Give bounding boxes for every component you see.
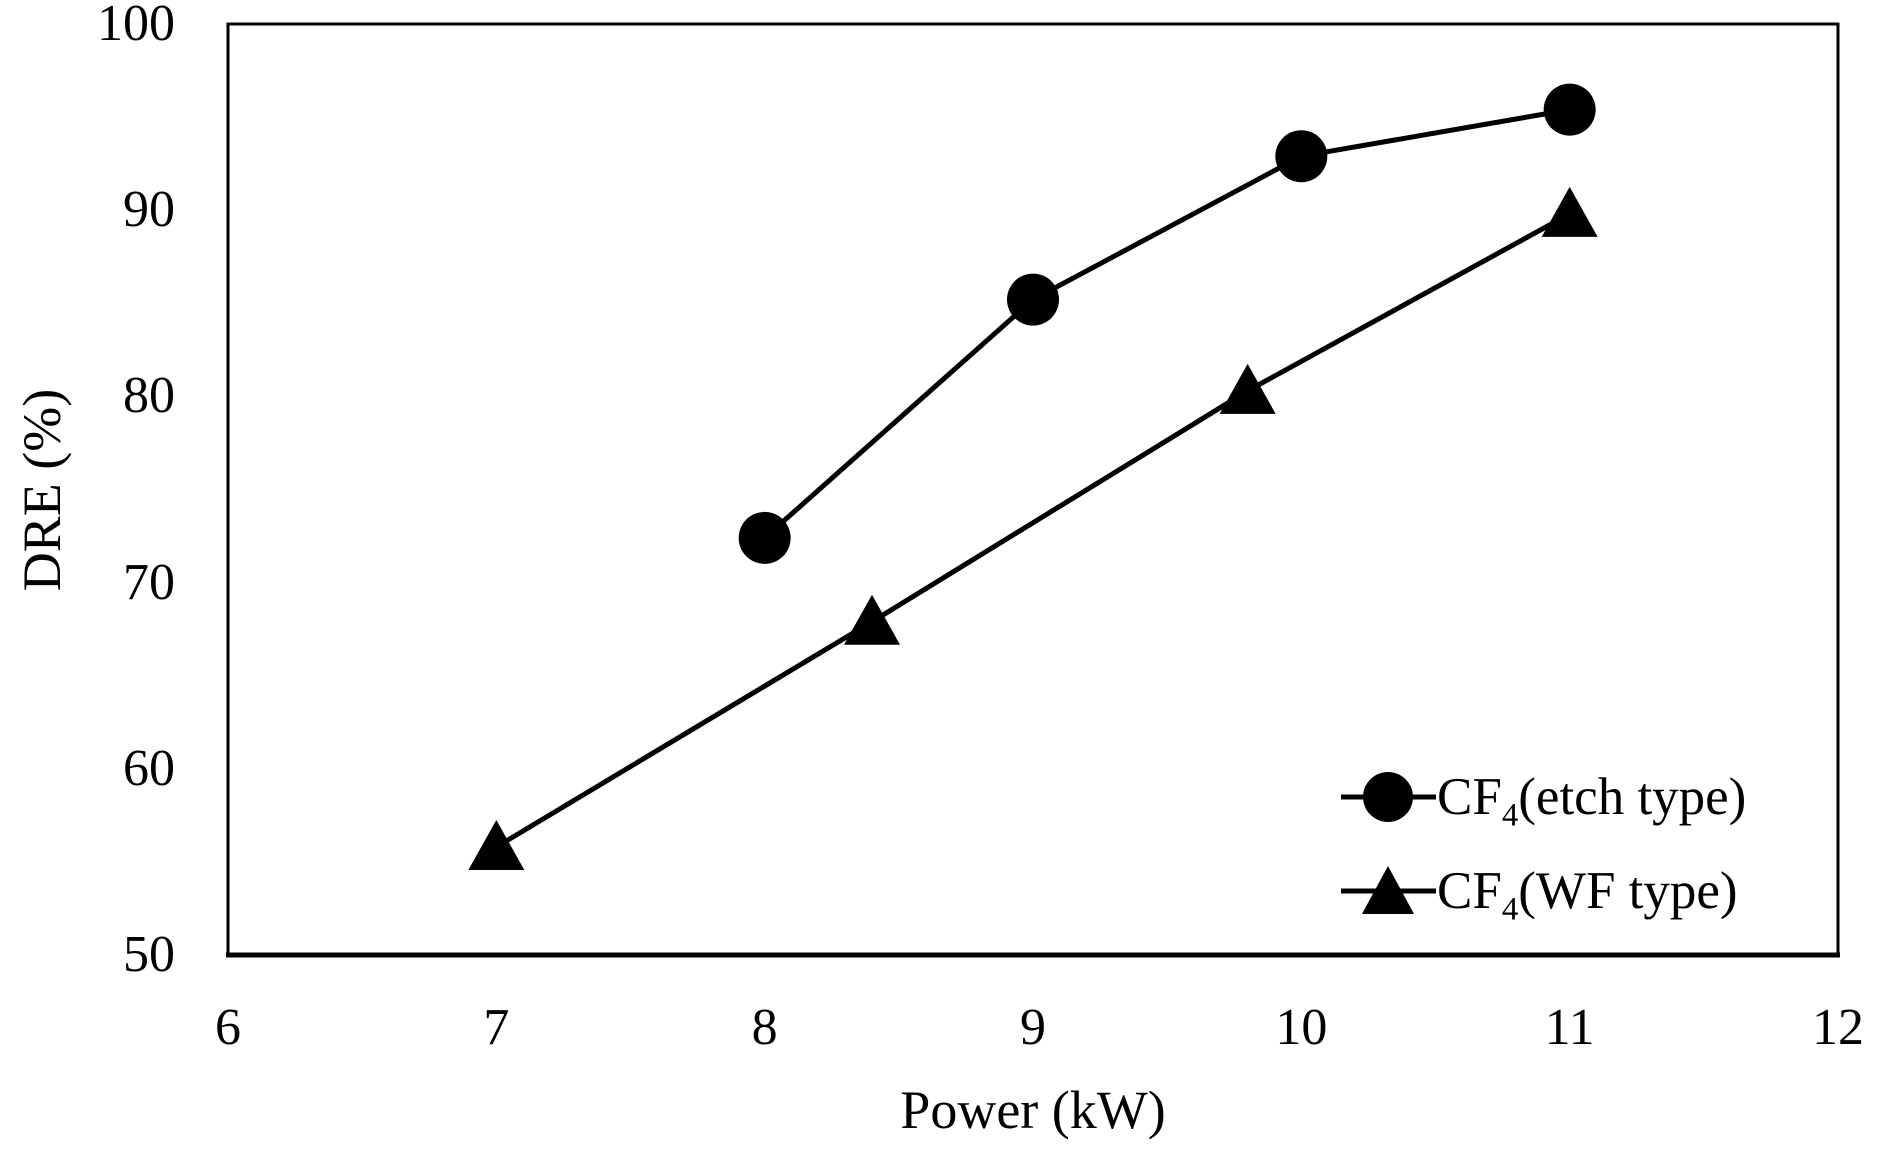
x-tick-label: 8 [751,999,778,1056]
data-point-circle [738,511,791,564]
x-tick-label: 10 [1275,999,1328,1056]
legend-marker-triangle-icon [1341,866,1436,914]
legend-item-etch-type: CF4(etch type) [1340,757,1845,837]
x-tick-label: 9 [1020,999,1046,1056]
x-tick-label: 11 [1544,999,1595,1056]
x-tick-label: 7 [483,999,510,1056]
data-point-triangle [468,820,525,871]
legend-label-etch-type: CF4(etch type) [1437,757,1746,837]
y-tick-label: 80 [123,367,175,425]
legend-label-wf-type: CF4(WF type) [1437,851,1738,931]
x-tick-label: 12 [1812,999,1864,1056]
legend-formula-sub: 4 [1501,891,1519,928]
y-tick-label: 90 [123,181,175,239]
data-point-triangle [844,594,900,645]
data-point-circle [1007,273,1059,326]
legend-item-wf-type: CF4(WF type) [1340,851,1845,931]
data-point-triangle [1219,363,1276,414]
data-point-circle [1275,130,1328,183]
legend-formula-sub: 4 [1501,797,1519,834]
legend-label-rest: (WF type) [1518,862,1738,920]
legend: CF4(etch type) CF4(WF type) [1340,757,1845,931]
y-tick-label: 70 [123,553,175,611]
legend-formula-base: CF [1437,768,1502,826]
series-line-0 [762,107,1573,541]
x-axis-title: Power (kW) [900,1080,1166,1140]
y-tick-label: 50 [123,926,175,983]
legend-marker-circle-icon [1341,772,1436,822]
legend-label-rest: (etch type) [1518,768,1747,826]
data-point-circle [1543,83,1596,136]
series-line-1 [493,211,1573,850]
y-axis-title: DRE (%) [12,388,72,592]
y-tick-label: 100 [97,0,175,52]
y-tick-label: 60 [123,739,175,797]
legend-formula-base: CF [1437,862,1502,920]
data-point-triangle [1541,186,1598,237]
x-tick-label: 6 [215,999,241,1056]
